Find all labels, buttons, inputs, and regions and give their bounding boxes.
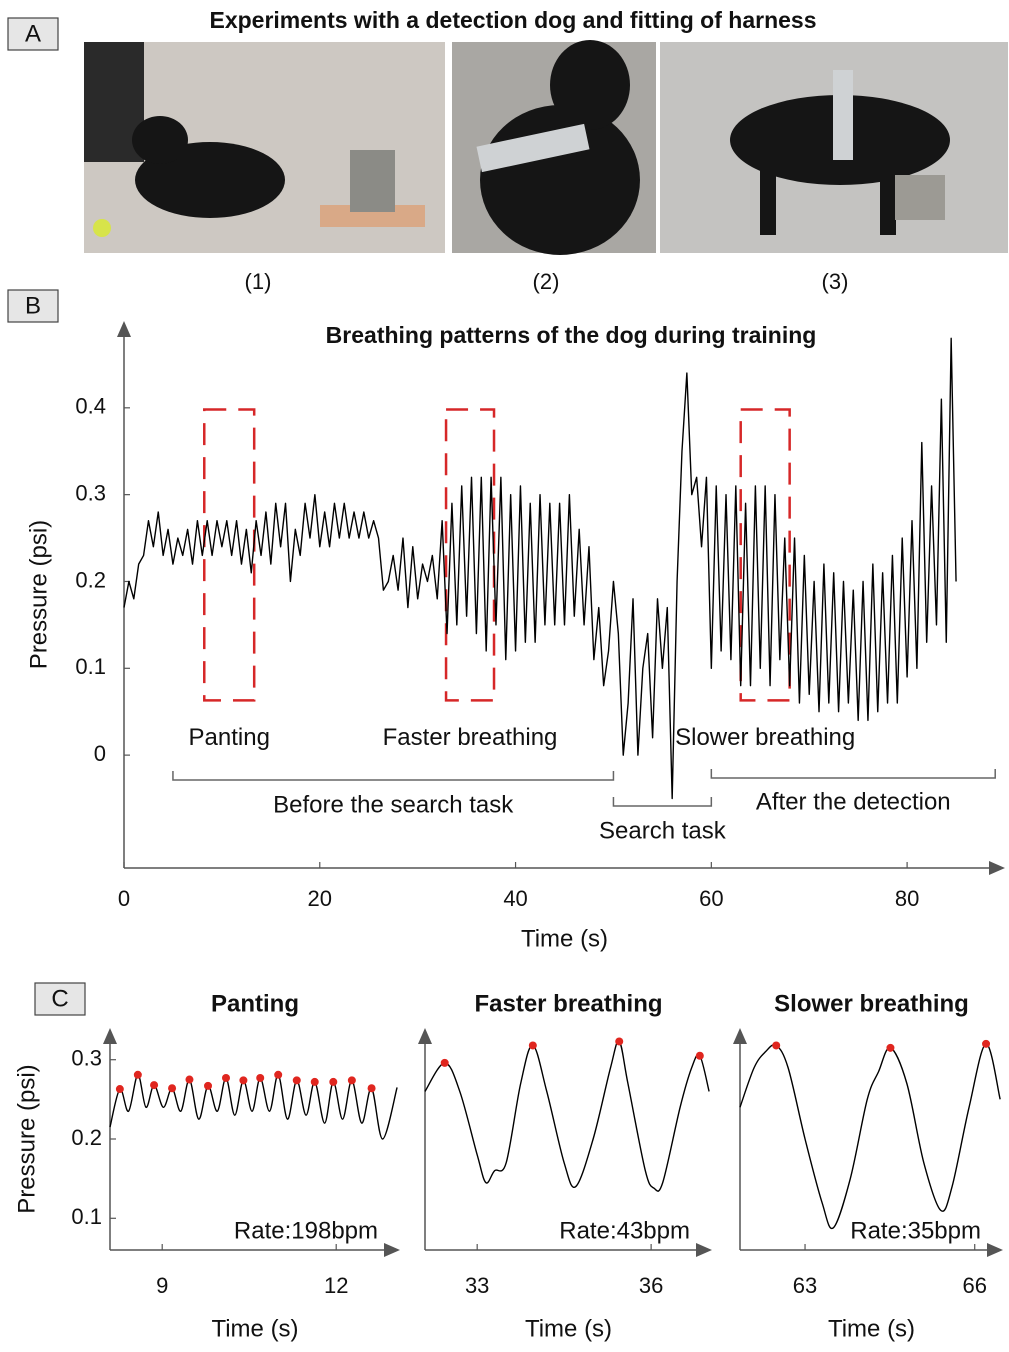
signal-line: [424, 1040, 710, 1192]
x-tick-label: 20: [308, 886, 332, 911]
y-tick-label: 0.2: [75, 567, 106, 592]
y-tick-label: 0: [94, 741, 106, 766]
peak-marker: [440, 1058, 449, 1067]
x-axis-label: Time (s): [525, 1315, 612, 1342]
peak-marker: [239, 1076, 248, 1085]
span-label: After the detection: [756, 788, 951, 815]
subplot-title: Slower breathing: [774, 990, 969, 1017]
peak-marker: [982, 1039, 991, 1048]
photos-title: Experiments with a detection dog and fit…: [209, 7, 816, 33]
annotation: Panting: [189, 724, 270, 751]
photo: [660, 42, 1008, 253]
span-label: Search task: [599, 817, 727, 844]
span-label: Before the search task: [273, 791, 514, 818]
x-axis-label: Time (s): [521, 925, 608, 952]
photo-caption: (3): [822, 269, 849, 294]
y-axis-label: Pressure (psi): [25, 520, 52, 669]
y-tick-label: 0.1: [71, 1204, 102, 1229]
peak-marker: [204, 1081, 213, 1090]
x-tick-label: 60: [699, 886, 723, 911]
y-tick-label: 0.4: [75, 394, 106, 419]
x-tick-label: 40: [503, 886, 527, 911]
peak-marker: [772, 1041, 781, 1050]
x-tick-label: 9: [156, 1273, 168, 1298]
x-tick-label: 0: [118, 886, 130, 911]
x-tick-label: 63: [793, 1273, 817, 1298]
x-axis-label: Time (s): [828, 1315, 915, 1342]
y-tick-label: 0.1: [75, 654, 106, 679]
peak-marker: [615, 1037, 624, 1046]
peak-marker: [274, 1070, 283, 1079]
peak-marker: [886, 1043, 895, 1052]
rate-annotation: Rate:43bpm: [559, 1217, 690, 1244]
axis-arrow: [733, 1028, 747, 1044]
x-tick-label: 66: [962, 1273, 986, 1298]
peak-marker: [150, 1081, 159, 1090]
span-bracket: [172, 771, 615, 781]
y-tick-label: 0.2: [71, 1125, 102, 1150]
signal-line: [123, 337, 957, 800]
peak-marker: [695, 1051, 704, 1060]
panel-label: A: [25, 20, 41, 47]
y-tick-label: 0.3: [71, 1046, 102, 1071]
peak-marker: [256, 1073, 265, 1082]
x-tick-label: 33: [465, 1273, 489, 1298]
x-tick-label: 36: [639, 1273, 663, 1298]
panel-label: C: [51, 985, 68, 1012]
x-tick-label: 12: [324, 1273, 348, 1298]
panel-label: B: [25, 292, 41, 319]
annotation: Faster breathing: [383, 724, 558, 751]
photo-caption: (2): [533, 269, 560, 294]
peak-marker: [168, 1084, 177, 1093]
peak-marker: [310, 1077, 319, 1086]
panel-box: [34, 982, 86, 1016]
peak-marker: [329, 1077, 338, 1086]
y-axis-label: Pressure (psi): [13, 1064, 40, 1213]
subplot-title: Faster breathing: [474, 990, 662, 1017]
x-axis-label: Time (s): [211, 1315, 298, 1342]
axis-arrow: [103, 1028, 117, 1044]
peak-marker: [222, 1073, 230, 1082]
axis-arrow: [384, 1243, 400, 1257]
photo-caption: (1): [245, 269, 272, 294]
peak-marker: [367, 1084, 376, 1093]
annotation: Slower breathing: [675, 724, 855, 751]
y-tick-label: 0.3: [75, 480, 106, 505]
photo: [84, 42, 445, 253]
subplot-title: Panting: [211, 990, 299, 1017]
axis-arrow: [418, 1028, 432, 1044]
rate-annotation: Rate:198bpm: [234, 1217, 378, 1244]
peak-marker: [185, 1075, 194, 1084]
photo: [452, 40, 656, 255]
span-bracket: [612, 797, 713, 807]
span-bracket: [710, 769, 996, 779]
panel-box: [7, 289, 59, 323]
x-tick-label: 80: [895, 886, 919, 911]
peak-marker: [115, 1085, 124, 1094]
peak-marker: [292, 1076, 301, 1085]
peak-marker: [347, 1076, 356, 1085]
panel-box: [7, 17, 59, 51]
peak-marker: [528, 1041, 537, 1050]
rate-annotation: Rate:35bpm: [850, 1217, 981, 1244]
axis-arrow: [989, 861, 1005, 875]
peak-marker: [133, 1070, 142, 1079]
axis-arrow: [117, 321, 131, 337]
axis-arrow: [987, 1243, 1003, 1257]
chart-title: Breathing patterns of the dog during tra…: [326, 322, 817, 348]
axis-arrow: [696, 1243, 712, 1257]
